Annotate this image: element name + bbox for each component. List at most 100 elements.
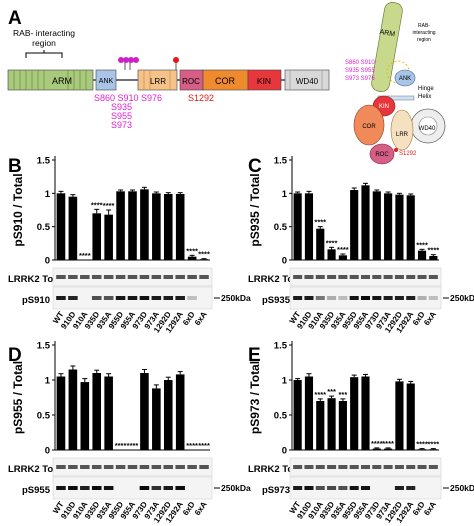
bar-935A bbox=[104, 214, 113, 260]
total-band bbox=[315, 275, 325, 279]
bar-1292A bbox=[175, 194, 185, 260]
phospho-band bbox=[175, 486, 185, 490]
phospho-band bbox=[103, 296, 114, 300]
phospho-band bbox=[91, 296, 102, 300]
struct-s1292-label: S1292 bbox=[399, 151, 417, 157]
total-band bbox=[103, 275, 114, 279]
phospho-site-markers bbox=[118, 57, 179, 70]
bar-6xD bbox=[417, 250, 427, 260]
rab-region-bracket bbox=[25, 50, 63, 58]
blot-label-total: LRRK2 Total bbox=[8, 274, 64, 285]
significance-label: **** bbox=[103, 201, 115, 210]
panel-letter: D bbox=[8, 345, 22, 366]
bar-955D bbox=[116, 191, 125, 260]
struct-sites-2: S935 S955 bbox=[345, 68, 375, 74]
bar-973D bbox=[140, 189, 149, 260]
phospho-band bbox=[406, 296, 416, 300]
total-band bbox=[372, 275, 382, 279]
phospho-band bbox=[394, 486, 404, 490]
significance-label: **** bbox=[428, 440, 440, 449]
phospho-band bbox=[127, 296, 138, 300]
phospho-band bbox=[68, 296, 78, 300]
blot-label-phospho: pS910 bbox=[22, 295, 50, 306]
struct-sites-1: S860 S910 bbox=[345, 60, 375, 66]
struct-hinge-2: Helix bbox=[418, 94, 431, 100]
rab-region-label-2: region bbox=[32, 38, 56, 48]
struct-lrr-label: LRR bbox=[396, 132, 409, 138]
phospho-band bbox=[139, 296, 150, 300]
total-band bbox=[199, 465, 209, 469]
panel-letter: B bbox=[8, 156, 22, 177]
bar-973A bbox=[384, 193, 393, 260]
s1292-label: S1292 bbox=[188, 93, 214, 103]
total-band bbox=[428, 465, 438, 469]
roc-label: ROC bbox=[182, 77, 200, 86]
bar-973A bbox=[152, 388, 161, 450]
phospho-band bbox=[315, 296, 325, 300]
bar-973D bbox=[372, 191, 381, 260]
bar-1292A bbox=[175, 374, 185, 450]
total-band bbox=[80, 275, 90, 279]
significance-label: **** bbox=[198, 250, 210, 259]
bar-1292A bbox=[406, 383, 415, 450]
phospho-band bbox=[91, 486, 102, 490]
struct-arm-label: ARM bbox=[379, 29, 396, 39]
bar-910A bbox=[80, 382, 90, 450]
significance-label: **** bbox=[371, 439, 383, 448]
phospho-band bbox=[304, 296, 314, 300]
total-band bbox=[139, 465, 150, 469]
total-band bbox=[406, 465, 416, 469]
total-band bbox=[360, 465, 371, 469]
significance-label: **** bbox=[91, 200, 103, 209]
phospho-band bbox=[338, 296, 348, 300]
bar-955D bbox=[350, 190, 359, 260]
panel-letter: E bbox=[248, 345, 261, 366]
significance-label: **** bbox=[428, 246, 440, 255]
total-band bbox=[115, 465, 126, 469]
struct-ank bbox=[394, 69, 416, 87]
sites-label-1: S860 S910 S976 bbox=[94, 93, 162, 103]
total-band bbox=[56, 465, 66, 469]
phospho-band bbox=[338, 486, 348, 490]
total-band bbox=[68, 275, 78, 279]
total-band bbox=[383, 465, 393, 469]
arm-repeat-lines bbox=[13, 70, 87, 90]
bar-6xD bbox=[417, 449, 427, 450]
phospho-band bbox=[151, 296, 162, 300]
struct-wd40-label: WD40 bbox=[419, 126, 436, 132]
domain-bar: ARM ANK LRR ROC COR KIN WD40 bbox=[7, 69, 330, 91]
significance-label: **** bbox=[186, 441, 198, 450]
x-tick-label: 6xA bbox=[422, 500, 438, 517]
phospho-band bbox=[417, 296, 427, 300]
significance-label: **** bbox=[115, 441, 127, 450]
significance-label: **** bbox=[326, 238, 338, 247]
bar-955A bbox=[361, 376, 370, 450]
y-tick-label: 1.5 bbox=[274, 341, 288, 352]
y-tick-label: 1 bbox=[282, 376, 288, 387]
phospho-band bbox=[56, 296, 66, 300]
struct-cor-label: COR bbox=[362, 124, 376, 130]
phospho-band bbox=[103, 486, 114, 490]
y-tick-label: 1 bbox=[45, 189, 51, 200]
sites-label-4: S973 bbox=[111, 120, 132, 130]
y-tick-label: 0.5 bbox=[274, 411, 288, 422]
struct-ank-label: ANK bbox=[399, 76, 411, 82]
struct-kin-label: KIN bbox=[379, 104, 389, 110]
y-axis-label: pS973 / Total bbox=[248, 361, 262, 434]
phospho-band bbox=[68, 486, 78, 490]
ank-label: ANK bbox=[99, 78, 114, 85]
y-axis-label: pS910 / Total bbox=[11, 173, 25, 246]
total-band bbox=[338, 465, 348, 469]
struct-rab-1: RAB- bbox=[418, 23, 430, 29]
y-tick-label: 0 bbox=[45, 446, 50, 457]
total-band bbox=[175, 275, 185, 279]
phospho-band bbox=[115, 296, 126, 300]
arm-helix bbox=[371, 2, 403, 92]
bar-1292D bbox=[395, 381, 404, 450]
bar-6xA bbox=[199, 259, 209, 260]
cor-label: COR bbox=[215, 76, 236, 86]
panel-a-letter: A bbox=[8, 8, 22, 29]
